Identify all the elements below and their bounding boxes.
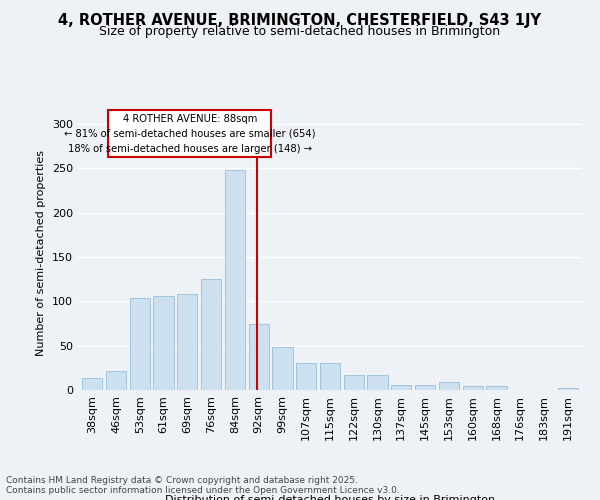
Bar — [415, 384, 435, 390]
Bar — [391, 384, 412, 390]
Bar — [320, 364, 340, 390]
Bar — [463, 386, 483, 390]
Bar — [82, 378, 103, 390]
Bar — [248, 324, 269, 390]
Bar — [557, 388, 578, 390]
X-axis label: Distribution of semi-detached houses by size in Brimington: Distribution of semi-detached houses by … — [165, 496, 495, 500]
Bar — [487, 386, 506, 390]
Y-axis label: Number of semi-detached properties: Number of semi-detached properties — [37, 150, 46, 356]
Bar — [130, 298, 150, 390]
Bar — [201, 279, 221, 390]
Bar — [225, 170, 245, 390]
Bar — [344, 375, 364, 390]
Bar — [177, 294, 197, 390]
Bar — [367, 375, 388, 390]
Bar — [439, 382, 459, 390]
Bar — [296, 364, 316, 390]
Text: Contains HM Land Registry data © Crown copyright and database right 2025.
Contai: Contains HM Land Registry data © Crown c… — [6, 476, 400, 495]
Bar — [154, 296, 173, 390]
Text: Size of property relative to semi-detached houses in Brimington: Size of property relative to semi-detach… — [100, 25, 500, 38]
Bar — [272, 348, 293, 390]
Text: 4, ROTHER AVENUE, BRIMINGTON, CHESTERFIELD, S43 1JY: 4, ROTHER AVENUE, BRIMINGTON, CHESTERFIE… — [59, 12, 542, 28]
Text: 4 ROTHER AVENUE: 88sqm
← 81% of semi-detached houses are smaller (654)
18% of se: 4 ROTHER AVENUE: 88sqm ← 81% of semi-det… — [64, 114, 316, 154]
Bar — [106, 372, 126, 390]
